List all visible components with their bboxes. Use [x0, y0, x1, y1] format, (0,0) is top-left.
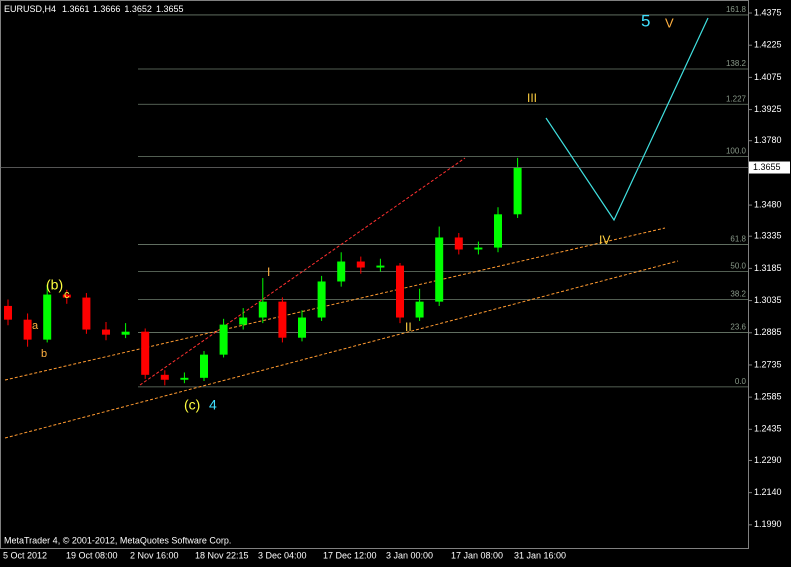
fib-label: 100.0	[726, 146, 747, 155]
x-tick-label: 2 Nov 16:00	[130, 550, 179, 560]
header-low: 1.3652	[124, 4, 152, 14]
y-tick-label: 1.2585	[754, 392, 782, 402]
x-tick-label: 5 Oct 2012	[3, 550, 47, 560]
candle-body	[4, 305, 12, 320]
wave-label: (c)	[184, 397, 200, 413]
x-tick-label: 3 Dec 04:00	[258, 550, 307, 560]
x-tick-label: 3 Jan 00:00	[386, 550, 433, 560]
candle-body	[376, 265, 385, 268]
fib-label: 138.2	[726, 59, 747, 68]
wave-label: 5	[641, 11, 650, 30]
y-tick-label: 1.2140	[754, 487, 782, 497]
candle-body	[317, 281, 326, 318]
wave-label: c	[64, 289, 70, 301]
fib-label: 50.0	[730, 262, 746, 271]
wave-label: II	[405, 320, 412, 334]
candle-body	[82, 297, 91, 330]
candle-body	[102, 329, 110, 335]
candle-body	[298, 317, 306, 338]
y-tick-label: 1.3480	[754, 199, 782, 209]
candles	[4, 157, 522, 386]
y-tick-label: 1.3925	[754, 104, 782, 114]
candle-body	[239, 317, 248, 325]
y-tick-label: 1.2735	[754, 359, 782, 369]
x-tick-label: 18 Nov 22:15	[195, 550, 249, 560]
symbol: EURUSD,H4	[4, 4, 56, 14]
y-tick-label: 1.3185	[754, 263, 782, 273]
header-high: 1.3666	[93, 4, 121, 14]
x-tick-label: 19 Oct 08:00	[66, 550, 118, 560]
trend-lines	[4, 17, 709, 439]
wave-label: b	[41, 348, 47, 360]
fib-label: 61.8	[730, 235, 746, 244]
candle-body	[62, 294, 71, 298]
wave-label: IV	[599, 233, 610, 247]
y-tick-label: 1.2885	[754, 327, 782, 337]
x-tick-label: 31 Jan 16:00	[514, 550, 566, 560]
candle-body	[513, 167, 522, 215]
copyright: MetaTrader 4, © 2001-2012, MetaQuotes So…	[4, 535, 231, 545]
candle-body	[258, 301, 267, 318]
candle-body	[200, 354, 208, 378]
y-tick-label: 1.3035	[754, 295, 782, 305]
trend-line	[4, 227, 666, 381]
candle-body	[141, 331, 150, 375]
fib-label: 161.8	[726, 5, 747, 14]
y-tick-label: 1.1990	[754, 519, 782, 529]
x-tick-label: 17 Dec 12:00	[323, 550, 377, 560]
fib-layer: 161.8 138.2 1.227 100.0 61.8 50.0 38.2 23.6 0.0	[138, 5, 748, 388]
symbol-header: EURUSD,H4 1.3661 1.3666 1.3652 1.3655	[4, 4, 183, 14]
wave-label: 4	[209, 397, 217, 413]
candle-body	[494, 214, 502, 248]
wave-projection	[545, 17, 709, 222]
candle-body	[474, 247, 483, 250]
header-open: 1.3661	[62, 4, 90, 14]
x-tick-label: 17 Jan 08:00	[451, 550, 503, 560]
y-tick-label: 1.3780	[754, 135, 782, 145]
candle-body	[356, 261, 365, 268]
candle-body	[278, 301, 287, 338]
y-tick-label: 1.2290	[754, 455, 782, 465]
price-tag-label: 1.3655	[753, 162, 781, 172]
y-tick-label: 1.4375	[754, 7, 782, 17]
candle-body	[180, 377, 189, 380]
fib-label: 38.2	[730, 290, 746, 299]
candle-body	[454, 237, 463, 250]
fib-label: 1.227	[726, 94, 747, 103]
wave-labels: (b) c a b (c) 4 I II III IV 5 V	[32, 11, 674, 412]
fib-label: 23.6	[730, 323, 746, 332]
header-close: 1.3655	[156, 4, 184, 14]
candle-body	[219, 324, 228, 355]
y-tick-label: 1.3335	[754, 231, 782, 241]
fib-label: 0.0	[735, 377, 747, 386]
price-tag	[749, 161, 790, 174]
y-tick-label: 1.4075	[754, 72, 782, 82]
candle-body	[415, 301, 424, 318]
candle-body	[23, 319, 32, 340]
wave-label: V	[665, 15, 674, 30]
trend-line	[4, 260, 679, 439]
plot-frame	[0, 0, 749, 549]
candle-body	[121, 331, 130, 335]
candle-body	[396, 265, 404, 318]
wave-label: I	[267, 265, 270, 279]
candle-body	[337, 261, 346, 282]
candle-body	[160, 374, 169, 380]
candle-body	[435, 237, 444, 302]
channel-line	[139, 157, 466, 386]
candle-body	[43, 294, 52, 340]
y-tick-label: 1.2435	[754, 424, 782, 434]
wave-label: (b)	[46, 277, 63, 293]
wave-label: III	[527, 91, 537, 105]
y-tick-label: 1.4225	[754, 40, 782, 50]
x-axis: 5 Oct 2012 19 Oct 08:00 2 Nov 16:00 18 N…	[3, 550, 566, 560]
wave-label: a	[32, 320, 39, 332]
